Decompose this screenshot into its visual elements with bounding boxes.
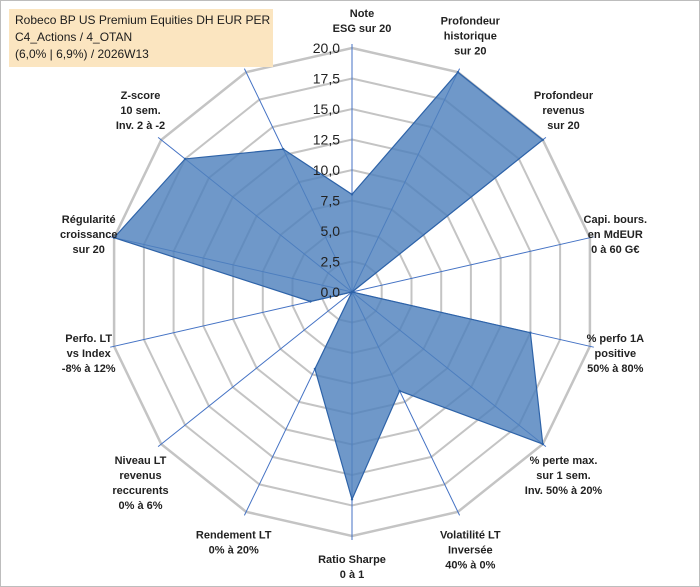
tick-label: 5,0 [321, 223, 341, 239]
data-point [350, 498, 354, 501]
fund-category: C4_Actions / 4_OTAN [15, 30, 133, 44]
axis-label-line: sur 20 [454, 46, 486, 58]
axis-label-line: revenus [119, 470, 161, 482]
axis-label-line: Ratio Sharpe [318, 554, 386, 566]
axis-label: % perte max. sur 1 sem. Inv. 50% à 20% [525, 455, 603, 497]
axis-label-line: Capi. bours. [584, 214, 648, 226]
tick-label: 0,0 [321, 284, 341, 300]
data-point [529, 331, 532, 334]
axis-label-line: % perfo 1A [587, 333, 645, 345]
data-point [456, 71, 460, 74]
radial-tick-labels: 0,0 2,5 5,0 7,5 10,0 12,5 15,0 17,5 20,0 [313, 40, 340, 300]
axis-label-line: 50% à 80% [587, 363, 643, 375]
axis-label-line: en MdEUR [588, 229, 643, 241]
data-point [541, 442, 544, 446]
axis-label: Note ESG sur 20 [333, 8, 392, 35]
data-point [541, 138, 544, 142]
axis-label-line: 0 à 1 [340, 569, 364, 581]
tick-label: 12,5 [313, 132, 340, 148]
axis-label: Régularité croissance sur 20 [60, 214, 117, 256]
axis-label-line: Profondeur [441, 16, 501, 28]
axis-spoke [157, 291, 353, 447]
axis-label: Perfo. LT vs Index -8% à 12% [62, 333, 116, 375]
axis-label-line: sur 20 [547, 120, 579, 132]
axis-label-line: Profondeur [534, 90, 594, 102]
axis-label-line: -8% à 12% [62, 363, 116, 375]
axis-label: Volatilité LT Inversée 40% à 0% [440, 530, 501, 572]
axis-label-line: vs Index [67, 348, 112, 360]
data-point [112, 236, 116, 239]
tick-label: 10,0 [313, 162, 340, 178]
axis-label-line: 0 à 60 G€ [591, 244, 639, 256]
axis-label-line: Note [350, 8, 374, 20]
axis-label: Niveau LT revenus reccurents 0% à 6% [112, 455, 168, 512]
data-point [398, 389, 401, 393]
axis-label-line: % perte max. [530, 455, 598, 467]
axis-label-line: Perfo. LT [65, 333, 112, 345]
axis-label: Profondeur revenus sur 20 [534, 90, 594, 132]
axis-label-line: Inv. 50% à 20% [525, 485, 603, 497]
tick-label: 15,0 [313, 101, 340, 117]
fund-stats: (6,0% | 6,9%) / 2026W13 [15, 47, 149, 61]
axis-label: Rendement LT 0% à 20% [196, 530, 272, 557]
axis-label-line: sur 1 sem. [536, 470, 590, 482]
axis-label-line: ESG sur 20 [333, 23, 392, 35]
axis-label-line: 40% à 0% [445, 560, 495, 572]
axis-label-line: croissance [60, 229, 117, 241]
axis-label-line: positive [595, 348, 637, 360]
data-point [350, 290, 354, 294]
axis-label: Profondeur historique sur 20 [441, 16, 501, 58]
axis-label-line: Volatilité LT [440, 530, 501, 542]
data-point [282, 147, 285, 151]
data-point [309, 300, 312, 303]
axis-label-line: 10 sem. [120, 105, 160, 117]
axis-label: Ratio Sharpe 0 à 1 [318, 554, 386, 581]
axis-label-line: Régularité [62, 214, 116, 226]
axis-label: Z-score 10 sem. Inv. 2 à -2 [116, 90, 165, 132]
axis-label-line: revenus [542, 105, 584, 117]
data-point [350, 193, 354, 196]
tick-label: 20,0 [313, 40, 340, 56]
axis-label: Capi. bours. en MdEUR 0 à 60 G€ [584, 214, 648, 256]
tick-label: 17,5 [313, 71, 340, 87]
fund-name: Robeco BP US Premium Equities DH EUR PER [15, 13, 271, 27]
data-point [183, 157, 187, 161]
axis-label: % perfo 1A positive 50% à 80% [587, 333, 645, 375]
axis-label-line: Niveau LT [115, 455, 167, 467]
axis-label-line: historique [444, 31, 497, 43]
axis-label-line: reccurents [112, 485, 168, 497]
axis-spoke [351, 236, 594, 293]
axis-label-line: Rendement LT [196, 530, 272, 542]
tick-label: 7,5 [321, 193, 341, 209]
tick-label: 2,5 [321, 254, 341, 270]
radar-series [112, 71, 544, 502]
axis-label-line: 0% à 20% [209, 545, 259, 557]
axis-label-line: Inv. 2 à -2 [116, 120, 165, 132]
fund-title-box: Robeco BP US Premium Equities DH EUR PER… [9, 9, 273, 67]
axis-label-line: Z-score [121, 90, 161, 102]
axis-label-line: sur 20 [72, 244, 104, 256]
axis-label-line: Inversée [448, 545, 493, 557]
axis-label-line: 0% à 6% [118, 500, 162, 512]
data-point [313, 367, 317, 371]
